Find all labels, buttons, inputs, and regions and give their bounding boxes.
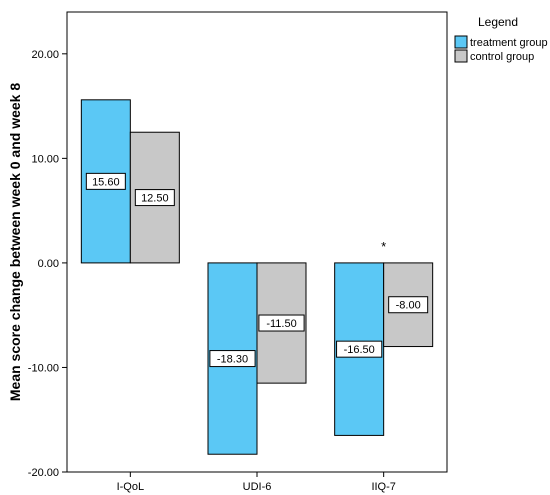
legend-label-treatment: treatment group	[470, 37, 548, 49]
significance-marker: *	[381, 239, 386, 254]
x-tick-label: I-QoL	[117, 481, 145, 493]
data-label: 15.60	[92, 176, 120, 188]
y-tick-label: 10.00	[31, 153, 59, 165]
data-label-box	[85, 172, 126, 190]
y-tick-label: 20.00	[31, 49, 59, 61]
data-label-box	[134, 189, 175, 207]
legend-title: Legend	[478, 15, 518, 29]
y-tick-label: 0.00	[38, 258, 59, 270]
data-label-box	[388, 296, 429, 314]
data-label: -11.50	[266, 318, 296, 330]
legend-label-control: control group	[470, 51, 534, 63]
data-label-box	[209, 350, 256, 368]
y-axis: 20.00 10.00 0.00 -10.00 -20.00	[28, 49, 67, 479]
y-tick-label: -20.00	[28, 467, 59, 479]
x-tick-label: IIQ-7	[371, 481, 395, 493]
y-tick-label: -10.00	[28, 362, 59, 374]
data-label: -16.50	[344, 344, 375, 356]
data-labels: 15.60 12.50 -18.30 -11.50 -16.50 -8.00 *	[85, 172, 429, 368]
data-label-box	[336, 340, 383, 358]
data-label: -8.00	[396, 300, 421, 312]
x-axis: I-QoL UDI-6 IIQ-7	[117, 472, 396, 493]
legend-swatch-control	[454, 49, 468, 63]
data-label-box	[258, 314, 305, 332]
x-tick-label: UDI-6	[243, 481, 272, 493]
data-label: 12.50	[141, 193, 169, 205]
legend: Legend treatment group control group	[454, 15, 548, 63]
legend-swatch-treatment	[454, 35, 468, 49]
y-axis-label: Mean score change between week 0 and wee…	[7, 83, 23, 401]
data-label: -18.30	[217, 354, 248, 366]
